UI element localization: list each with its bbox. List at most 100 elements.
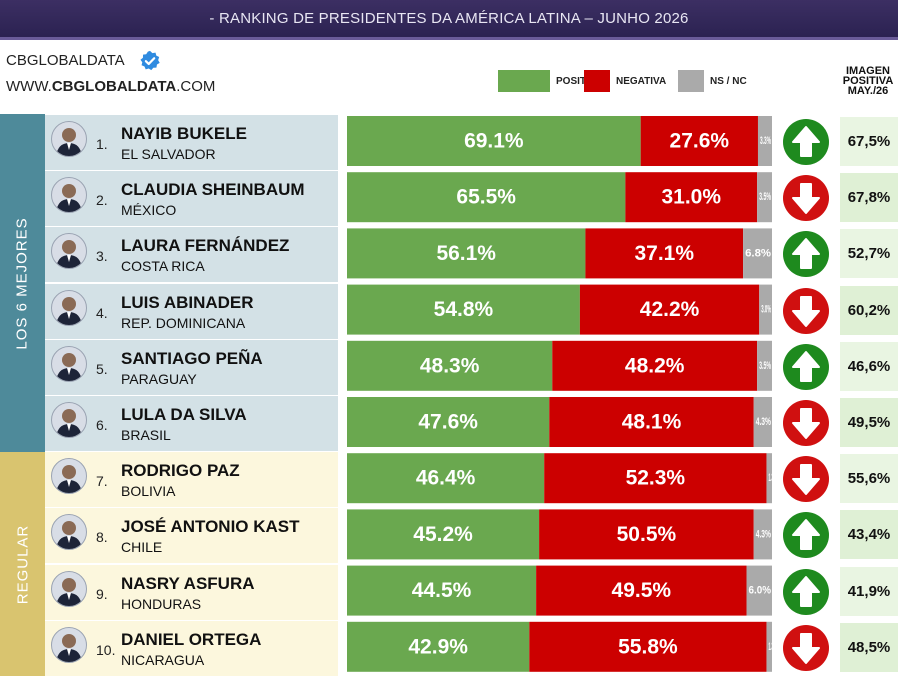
president-name: RODRIGO PAZ [121, 461, 240, 481]
bar-nsnc-label: 4.3% [756, 528, 771, 540]
brand-url: WWW.CBGLOBALDATA.COM [6, 78, 216, 95]
president-country: BRASIL [121, 427, 171, 443]
president-country: REP. DOMINICANA [121, 314, 246, 331]
row-background [45, 452, 338, 508]
bar-nsnc [753, 509, 772, 560]
bar-negative-label: 48.2% [625, 354, 685, 377]
row-background [45, 508, 338, 564]
image-positive-value: 41,9% [840, 566, 898, 616]
bar-negative-label: 50.5% [617, 523, 677, 546]
trend-down-arrow-icon [783, 400, 829, 446]
group-label-bottom: REGULAR [0, 452, 45, 676]
bar-negative [544, 453, 767, 504]
trend-down-arrow-icon [783, 624, 829, 671]
trend-up-arrow-icon [783, 231, 829, 278]
rank-number: 4. [96, 304, 108, 321]
image-positive-value: 55,6% [840, 454, 898, 504]
bar-negative [640, 116, 758, 166]
president-name: CLAUDIA SHEINBAUM [121, 180, 305, 200]
rank-number: 6. [96, 417, 108, 433]
bar-negative [552, 340, 758, 391]
legend-positive: POSITIVA [498, 70, 602, 92]
trend-up-arrow-icon [783, 512, 829, 559]
rank-number: 3. [96, 248, 108, 265]
bar-positive [347, 509, 540, 560]
bar-nsnc [746, 565, 772, 616]
legend-swatch [584, 70, 610, 92]
avatar [51, 458, 87, 495]
bar-negative-label: 48.1% [622, 411, 682, 434]
bar-positive-label: 47.6% [418, 411, 478, 434]
legend-label: NEGATIVA [616, 75, 667, 87]
row-background [45, 171, 338, 227]
bar-positive-label: 48.3% [420, 354, 480, 377]
trend-up-arrow-icon [783, 119, 829, 165]
bar-nsnc-label: 4.3% [756, 416, 771, 428]
bar-positive-label: 54.8% [434, 298, 494, 321]
rank-number: 5. [96, 360, 108, 377]
image-column-header: IMAGEN POSITIVA MAY./26 [842, 65, 894, 97]
president-name: SANTIAGO PEÑA [121, 348, 263, 368]
trend-down-arrow-icon [783, 175, 829, 222]
bar-negative-label: 27.6% [670, 130, 730, 153]
bar-nsnc [757, 172, 772, 223]
bar-nsnc [757, 116, 772, 166]
rank-number: 8. [96, 529, 108, 546]
president-country: CHILE [121, 539, 163, 556]
president-country: BOLIVIA [121, 483, 176, 500]
bar-positive [347, 116, 641, 166]
bar-positive [347, 397, 550, 447]
bar-positive-label: 46.4% [416, 467, 476, 490]
bar-positive-label: 45.2% [413, 523, 473, 546]
bar-negative [529, 621, 767, 672]
bar-positive [347, 340, 553, 391]
bar-negative-label: 42.2% [640, 298, 700, 321]
row-background [45, 564, 338, 620]
header-title: - RANKING DE PRESIDENTES DA AMÉRICA LATI… [0, 0, 898, 40]
bar-nsnc [766, 621, 772, 672]
bar-negative [625, 172, 758, 223]
bar-negative [579, 284, 760, 335]
image-positive-value: 46,6% [840, 341, 898, 391]
president-name: NAYIB BUKELE [121, 124, 247, 143]
avatar [51, 233, 87, 270]
trend-up-arrow-icon [783, 568, 829, 615]
avatar [51, 345, 87, 382]
avatar [51, 177, 87, 214]
bar-negative [536, 565, 747, 616]
bar-positive-label: 69.1% [464, 130, 524, 153]
bar-nsnc-label: 6.8% [745, 247, 771, 259]
rank-number: 9. [96, 585, 108, 602]
trend-up-arrow-icon [783, 343, 829, 390]
bar-nsnc [759, 284, 772, 335]
bar-negative [585, 228, 744, 279]
image-positive-value: 60,2% [840, 285, 898, 335]
president-name: NASRY ASFURA [121, 573, 255, 593]
bar-nsnc-label: 6.0% [749, 585, 772, 597]
image-positive-value: 67,8% [840, 173, 898, 223]
image-positive-value: 43,4% [840, 510, 898, 560]
president-name: DANIEL ORTEGA [121, 629, 262, 649]
trend-down-arrow-icon [783, 456, 829, 503]
image-positive-value: 48,5% [840, 622, 898, 672]
avatar [51, 289, 87, 326]
image-positive-value: 67,5% [840, 117, 898, 166]
avatar [51, 626, 87, 663]
bar-nsnc [753, 397, 772, 447]
rank-number: 2. [96, 192, 108, 209]
bar-positive [347, 453, 545, 504]
bar-positive [347, 228, 586, 279]
row-background [45, 283, 338, 339]
avatar [51, 121, 87, 157]
rank-number: 7. [96, 473, 108, 490]
avatar [51, 402, 87, 438]
rank-number: 10. [96, 641, 116, 658]
row-background [45, 227, 338, 283]
legend-swatch [498, 70, 550, 92]
bar-nsnc [757, 340, 772, 391]
row-background [45, 339, 338, 395]
bar-positive [347, 621, 530, 672]
bar-negative-label: 49.5% [612, 579, 672, 602]
bar-nsnc-label: 1.3% [768, 472, 776, 484]
avatar [51, 514, 87, 551]
